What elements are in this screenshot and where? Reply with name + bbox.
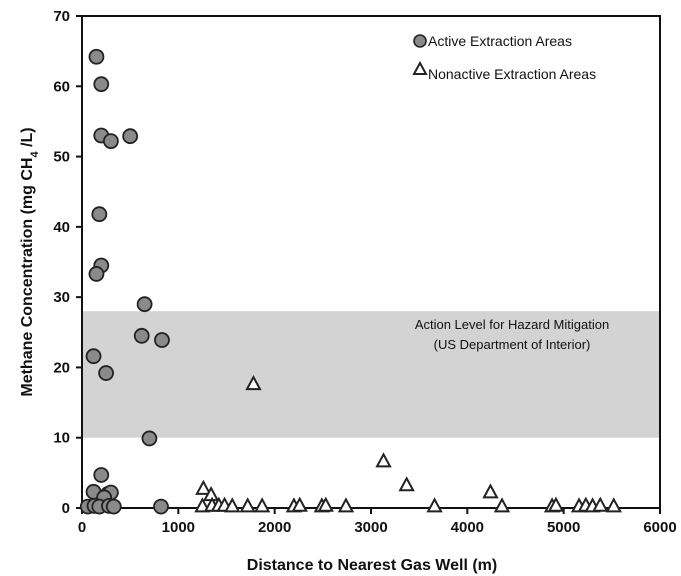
action-level-source-label: (US Department of Interior) — [434, 337, 591, 352]
active-area-point — [88, 48, 105, 65]
action-level-band — [82, 311, 660, 438]
nonactive-area-point — [482, 483, 499, 499]
y-axis-title-part-1: Methane Concentration (mg CH — [19, 158, 36, 397]
legend-circle-marker — [413, 34, 427, 48]
x-axis-title: Distance to Nearest Gas Well (m) — [247, 557, 497, 574]
nonactive-area-point — [195, 479, 212, 495]
x-tick-label: 2000 — [258, 519, 291, 536]
data-points-layer — [79, 48, 622, 515]
y-axis-title: Methane Concentration (mg CH4 /L) — [19, 127, 41, 396]
y-tick-label: 30 — [53, 289, 70, 306]
action-level-band-layer — [82, 311, 660, 438]
nonactive-area-point — [253, 497, 271, 513]
active-area-point — [153, 498, 169, 515]
nonactive-area-point — [592, 496, 609, 512]
legend-label-nonactive: Nonactive Extraction Areas — [428, 66, 596, 82]
legend: Active Extraction Areas Nonactive Extrac… — [412, 33, 596, 82]
axes-layer: 0 1000 2000 3000 4000 5000 6000 0 10 20 30 40 50 60 70 — [53, 8, 676, 536]
active-area-point — [133, 327, 150, 344]
nonactive-area-point — [291, 496, 308, 512]
nonactive-area-point — [398, 476, 415, 492]
legend-label-active: Active Extraction Areas — [428, 33, 572, 49]
y-tick-label: 10 — [53, 430, 70, 447]
x-tick-label: 0 — [78, 519, 86, 536]
y-tick-label: 70 — [53, 8, 70, 25]
nonactive-area-point — [239, 497, 256, 513]
nonactive-area-point — [493, 497, 511, 513]
y-tick-label: 40 — [53, 219, 70, 236]
x-tick-label: 3000 — [354, 519, 387, 536]
active-area-point — [103, 133, 119, 150]
active-area-point — [93, 76, 110, 93]
active-area-point — [85, 348, 102, 365]
nonactive-area-point — [224, 497, 241, 513]
y-tick-label: 20 — [53, 359, 70, 376]
nonactive-area-point — [605, 497, 622, 513]
y-tick-label: 0 — [62, 500, 70, 517]
nonactive-area-point — [337, 497, 355, 513]
nonactive-area-point — [317, 496, 334, 512]
active-area-point — [122, 128, 139, 145]
active-area-point — [91, 206, 108, 223]
active-area-point — [136, 296, 153, 313]
legend-triangle-marker — [412, 60, 428, 75]
active-area-point — [141, 430, 158, 447]
x-tick-label: 6000 — [643, 519, 676, 536]
active-area-point — [88, 266, 105, 282]
x-tick-label: 4000 — [451, 519, 484, 536]
y-axis-title-part-2: /L) — [19, 127, 36, 151]
active-area-point — [154, 332, 170, 348]
nonactive-area-point — [245, 374, 262, 391]
nonactive-area-point — [547, 496, 565, 512]
x-tick-label: 1000 — [162, 519, 195, 536]
action-level-label: Action Level for Hazard Mitigation — [415, 317, 609, 332]
active-area-point — [93, 467, 110, 483]
x-tick-label: 5000 — [547, 519, 580, 536]
nonactive-area-point — [426, 497, 443, 513]
nonactive-area-point — [375, 452, 392, 468]
active-area-point — [105, 498, 122, 515]
y-tick-label: 50 — [53, 149, 70, 166]
y-axis-title-subscript: 4 — [29, 151, 41, 158]
y-tick-label: 60 — [53, 78, 70, 95]
active-area-point — [98, 365, 114, 381]
